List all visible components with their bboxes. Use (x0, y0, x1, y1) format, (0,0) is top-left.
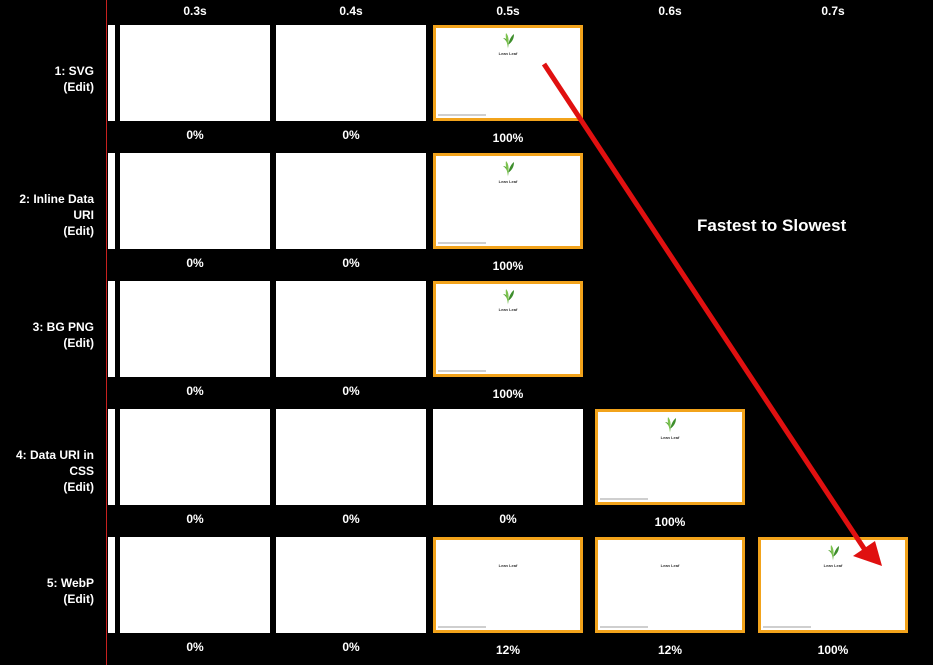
filmstrip-frame[interactable]: Lean Leaf (433, 281, 583, 377)
filmstrip-frame[interactable]: Lean Leaf (433, 153, 583, 249)
visual-progress-percent: 100% (492, 387, 524, 401)
column-header: 0.4s (339, 4, 363, 18)
logo-title: Lean Leaf (498, 51, 518, 56)
timeline-line (106, 0, 107, 665)
filmstrip-frame[interactable] (120, 25, 270, 121)
filmstrip-frame[interactable] (120, 409, 270, 505)
load-progress-bar (438, 114, 486, 116)
visual-progress-percent: 0% (342, 128, 360, 142)
load-progress-bar (438, 370, 486, 372)
leaf-logo-icon (503, 289, 514, 305)
logo-title: Lean Leaf (660, 563, 680, 568)
visual-progress-percent: 12% (657, 643, 683, 657)
visual-progress-percent: 0% (342, 256, 360, 270)
visual-progress-percent: 0% (342, 512, 360, 526)
load-progress-bar (600, 626, 648, 628)
row-label: 5: WebP (Edit) (0, 575, 94, 607)
filmstrip-frame[interactable]: Lean Leaf (758, 537, 908, 633)
test-name-line: URI (73, 208, 94, 222)
annotation-text: Fastest to Slowest (697, 216, 847, 235)
column-header: 0.3s (183, 4, 207, 18)
load-progress-bar (763, 626, 811, 628)
arrow-head (853, 541, 882, 566)
filmstrip-frame[interactable]: Lean Leaf (595, 537, 745, 633)
visual-progress-percent: 100% (817, 643, 849, 657)
visual-progress-percent: 0% (186, 512, 204, 526)
column-header: 0.5s (496, 4, 520, 18)
visual-progress-percent: 0% (342, 384, 360, 398)
visual-progress-percent: 100% (654, 515, 686, 529)
filmstrip-frame[interactable] (276, 537, 426, 633)
test-name: 2: Inline Data (19, 192, 94, 206)
test-name: 4: Data URI in (15, 448, 94, 462)
filmstrip-frame[interactable] (276, 153, 426, 249)
frame-stub (108, 409, 115, 505)
visual-progress-percent: 0% (186, 128, 204, 142)
visual-progress-percent: 0% (186, 256, 204, 270)
filmstrip-frame[interactable] (276, 409, 426, 505)
test-name-line: CSS (69, 464, 94, 478)
filmstrip-frame[interactable] (433, 409, 583, 505)
visual-progress-percent: 100% (492, 259, 524, 273)
logo-title: Lean Leaf (498, 179, 518, 184)
logo-title: Lean Leaf (823, 563, 843, 568)
column-header: 0.7s (821, 4, 845, 18)
load-progress-bar (438, 242, 486, 244)
arrow-shaft (541, 62, 870, 555)
row-label: 4: Data URI in CSS (Edit) (0, 447, 94, 495)
filmstrip-frame[interactable] (120, 537, 270, 633)
leaf-logo-icon (828, 545, 839, 561)
edit-link[interactable]: (Edit) (63, 592, 94, 606)
frame-stub (108, 537, 115, 633)
row-label: 1: SVG (Edit) (0, 63, 94, 95)
filmstrip-frame[interactable] (276, 25, 426, 121)
visual-progress-percent: 12% (495, 643, 521, 657)
load-progress-bar (438, 626, 486, 628)
row-label: 2: Inline Data URI (Edit) (0, 191, 94, 239)
visual-progress-percent: 0% (499, 512, 517, 526)
test-name: 3: BG PNG (32, 320, 94, 334)
visual-progress-percent: 100% (492, 131, 524, 145)
row-label: 3: BG PNG (Edit) (0, 319, 94, 351)
leaf-logo-icon (503, 33, 514, 49)
frame-stub (108, 25, 115, 121)
test-name: 5: WebP (46, 576, 94, 590)
edit-link[interactable]: (Edit) (63, 480, 94, 494)
frame-stub (108, 153, 115, 249)
frame-stub (108, 281, 115, 377)
edit-link[interactable]: (Edit) (63, 224, 94, 238)
filmstrip-frame[interactable]: Lean Leaf (595, 409, 745, 505)
edit-link[interactable]: (Edit) (63, 336, 94, 350)
edit-link[interactable]: (Edit) (63, 80, 94, 94)
filmstrip-frame[interactable]: Lean Leaf (433, 25, 583, 121)
visual-progress-percent: 0% (342, 640, 360, 654)
column-header: 0.6s (658, 4, 682, 18)
logo-title: Lean Leaf (498, 563, 518, 568)
logo-title: Lean Leaf (498, 307, 518, 312)
visual-progress-percent: 0% (186, 640, 204, 654)
visual-progress-percent: 0% (186, 384, 204, 398)
logo-title: Lean Leaf (660, 435, 680, 440)
filmstrip-frame[interactable]: Lean Leaf (433, 537, 583, 633)
filmstrip-frame[interactable] (276, 281, 426, 377)
load-progress-bar (600, 498, 648, 500)
filmstrip-frame[interactable] (120, 153, 270, 249)
leaf-logo-icon (665, 417, 676, 433)
leaf-logo-icon (503, 161, 514, 177)
filmstrip-frame[interactable] (120, 281, 270, 377)
test-name: 1: SVG (54, 64, 94, 78)
